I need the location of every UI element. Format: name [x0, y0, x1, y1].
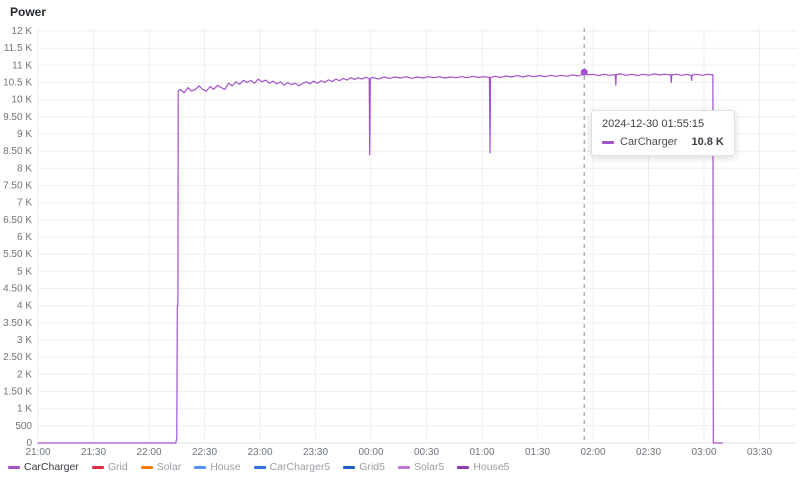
y-tick-label: 4.50 K	[3, 284, 32, 295]
legend-item-carcharger5[interactable]: CarCharger5	[253, 460, 331, 474]
y-tick-label: 11 K	[12, 60, 32, 71]
y-tick-label: 5.50 K	[3, 249, 32, 260]
legend-label: House5	[473, 461, 510, 473]
legend-marker	[253, 465, 266, 469]
y-tick-label: 1.50 K	[3, 387, 32, 398]
y-tick-label: 5 K	[17, 266, 32, 277]
legend-item-grid[interactable]: Grid	[91, 460, 128, 474]
legend-label: CarCharger5	[269, 461, 331, 473]
y-tick-label: 7 K	[17, 198, 32, 209]
legend-item-house5[interactable]: House5	[457, 460, 510, 474]
y-tick-label: 6.50 K	[3, 215, 32, 226]
chart-tooltip: 2024-12-30 01:55:15 CarCharger 10.8 K	[591, 110, 735, 156]
legend-marker	[397, 465, 410, 469]
y-tick-label: 9.50 K	[3, 112, 32, 123]
tooltip-series-value: 10.8 K	[691, 136, 724, 148]
y-tick-label: 2.50 K	[3, 352, 32, 363]
time-series-chart[interactable]: 0 500 1 K 1.50 K 2 K 2.50 K 3 K 3.50 K 4 K 4.50 K…	[0, 0, 800, 458]
legend-item-carcharger[interactable]: CarCharger	[8, 460, 79, 474]
y-tick-label: 8.50 K	[3, 146, 32, 157]
series-color-marker	[602, 140, 614, 144]
legend-marker	[140, 465, 153, 469]
legend-item-solar5[interactable]: Solar5	[397, 460, 445, 474]
y-tick-label: 3.50 K	[3, 318, 32, 329]
x-tick-label: 03:00	[691, 447, 716, 458]
x-tick-label: 21:00	[25, 447, 50, 458]
y-tick-label: 10.5 K	[3, 78, 32, 89]
x-tick-label: 00:00	[358, 447, 383, 458]
legend-label: Solar5	[413, 461, 445, 473]
panel-title: Power	[10, 5, 47, 19]
x-tick-label: 00:30	[414, 447, 439, 458]
legend-item-house[interactable]: House	[194, 460, 241, 474]
legend-marker	[91, 465, 104, 469]
legend-marker	[8, 465, 20, 469]
y-tick-label: 12 K	[11, 26, 32, 37]
tooltip-timestamp: 2024-12-30 01:55:15	[602, 118, 705, 130]
legend: CarCharger Grid Solar House CarCharger5 Grid5…	[8, 460, 510, 474]
x-tick-label: 23:30	[303, 447, 328, 458]
x-tick-label: 02:30	[636, 447, 661, 458]
y-tick-label: 0	[26, 438, 32, 449]
legend-label: Grid5	[359, 461, 385, 473]
x-tick-label: 02:00	[580, 447, 605, 458]
y-tick-label: 11.5 K	[4, 43, 32, 54]
y-tick-label: 8 K	[17, 163, 32, 174]
legend-item-grid5[interactable]: Grid5	[343, 460, 385, 474]
x-tick-label: 01:00	[469, 447, 494, 458]
legend-marker	[343, 465, 356, 469]
tooltip-series-name: CarCharger	[620, 136, 678, 148]
legend-item-solar[interactable]: Solar	[140, 460, 182, 474]
y-tick-label: 2 K	[17, 369, 32, 380]
legend-label: Grid	[107, 461, 128, 473]
x-tick-label: 22:30	[192, 447, 217, 458]
y-tick-label: 7.50 K	[3, 181, 32, 192]
x-tick-label: 01:30	[525, 447, 550, 458]
legend-label: CarCharger	[24, 461, 79, 473]
x-tick-label: 23:00	[247, 447, 272, 458]
y-tick-label: 3 K	[17, 335, 32, 346]
legend-marker	[194, 465, 207, 469]
y-tick-label: 500	[15, 421, 32, 432]
legend-marker	[457, 465, 470, 469]
x-tick-label: 03:30	[747, 447, 772, 458]
y-tick-label: 9 K	[17, 129, 32, 140]
y-tick-label: 4 K	[17, 301, 32, 312]
legend-label: Solar	[156, 461, 182, 473]
y-tick-label: 1 K	[17, 404, 32, 415]
series-line-carcharger	[37, 71, 724, 444]
x-tick-label: 22:00	[136, 447, 161, 458]
x-tick-label: 21:30	[81, 447, 106, 458]
legend-label: House	[210, 461, 241, 473]
y-tick-label: 10 K	[11, 95, 32, 106]
tooltip-series-row: CarCharger 10.8 K	[602, 136, 724, 148]
hover-point	[580, 68, 588, 76]
y-tick-label: 6 K	[17, 232, 32, 243]
